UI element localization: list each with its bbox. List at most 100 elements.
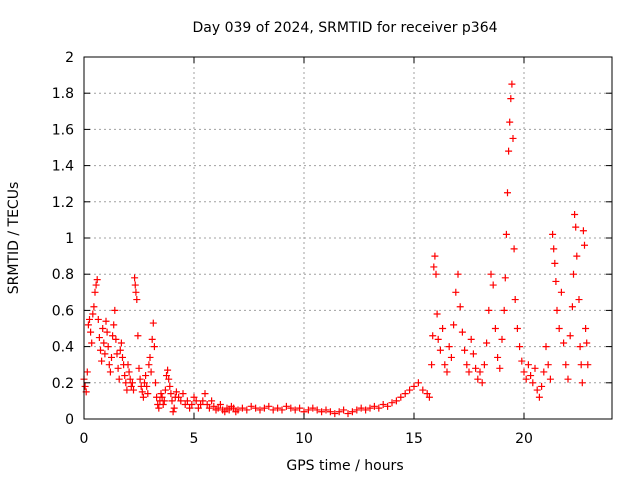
x-tick-label: 20	[515, 431, 533, 447]
data-point	[494, 353, 502, 361]
x-tick-label: 0	[80, 431, 89, 447]
data-point	[89, 310, 97, 318]
data-point	[170, 404, 178, 412]
data-point	[540, 368, 548, 376]
data-point	[105, 361, 113, 369]
data-point	[550, 245, 558, 253]
data-point	[476, 368, 484, 376]
data-point	[203, 401, 211, 409]
chart-title: Day 039 of 2024, SRMTID for receiver p36…	[192, 20, 497, 36]
y-tick-label: 0.4	[52, 340, 74, 356]
data-point	[566, 332, 574, 340]
data-point	[560, 339, 568, 347]
data-point	[269, 406, 277, 414]
data-point	[510, 245, 518, 253]
data-point	[562, 361, 570, 369]
data-point	[201, 390, 209, 398]
data-point	[91, 288, 99, 296]
data-point	[148, 335, 156, 343]
data-point	[125, 368, 133, 376]
data-point	[208, 397, 216, 405]
data-point	[531, 364, 539, 372]
data-point	[431, 252, 439, 260]
data-point	[445, 343, 453, 351]
data-point	[234, 406, 242, 414]
data-point	[507, 95, 515, 103]
data-point	[138, 388, 146, 396]
y-tick-label: 1	[65, 231, 74, 247]
data-point	[238, 404, 246, 412]
data-point	[121, 372, 129, 380]
data-point	[582, 325, 590, 332]
data-point	[291, 406, 299, 414]
data-point	[175, 393, 183, 401]
data-point	[551, 259, 559, 267]
data-point	[552, 277, 560, 285]
data-point	[498, 335, 506, 343]
data-point	[522, 375, 530, 383]
data-point	[434, 335, 442, 343]
data-point	[557, 288, 565, 296]
data-point	[84, 321, 92, 329]
data-point	[529, 379, 537, 387]
data-point	[199, 397, 207, 405]
data-point	[124, 361, 132, 369]
data-point	[135, 364, 143, 372]
data-point	[331, 410, 339, 418]
data-point	[150, 343, 158, 351]
data-point	[439, 325, 447, 332]
data-point	[571, 210, 579, 218]
data-point	[111, 306, 119, 314]
data-point	[357, 404, 365, 412]
data-point	[131, 281, 139, 289]
data-point	[542, 343, 550, 351]
data-point	[142, 372, 150, 380]
data-point	[577, 361, 585, 369]
x-tick-label: 10	[295, 431, 313, 447]
data-point	[177, 397, 185, 405]
data-point	[313, 406, 321, 414]
data-point	[143, 382, 151, 390]
data-point	[397, 393, 405, 401]
data-point	[256, 406, 264, 414]
data-point	[146, 353, 154, 361]
data-point	[454, 270, 462, 278]
data-point	[164, 366, 172, 374]
data-point	[433, 310, 441, 318]
data-point	[141, 379, 148, 387]
data-point	[93, 276, 101, 284]
data-point	[90, 303, 98, 311]
data-point	[265, 402, 273, 410]
data-point	[509, 134, 517, 142]
data-point	[502, 230, 510, 238]
data-point	[578, 379, 586, 387]
data-point	[190, 393, 198, 401]
data-point	[134, 332, 142, 340]
data-point	[485, 306, 493, 314]
data-point	[384, 402, 392, 410]
data-point	[108, 353, 115, 361]
data-point	[179, 390, 187, 398]
data-point	[309, 404, 317, 412]
data-point	[379, 401, 387, 409]
data-point	[568, 303, 576, 311]
data-point	[348, 408, 356, 416]
data-point	[278, 406, 286, 414]
y-tick-label: 2	[65, 50, 74, 66]
data-point	[136, 375, 144, 383]
y-tick-label: 1.2	[52, 195, 74, 211]
data-point	[116, 346, 124, 354]
data-point	[538, 382, 546, 390]
data-point	[441, 361, 449, 369]
data-point	[133, 296, 141, 304]
data-point	[575, 296, 583, 304]
data-point	[106, 368, 114, 376]
data-point	[429, 332, 437, 340]
data-point	[443, 368, 451, 376]
data-point	[115, 375, 123, 383]
data-point	[194, 404, 202, 412]
data-point	[572, 223, 580, 231]
data-point	[128, 379, 136, 387]
data-point	[144, 390, 152, 398]
data-point	[370, 402, 378, 410]
